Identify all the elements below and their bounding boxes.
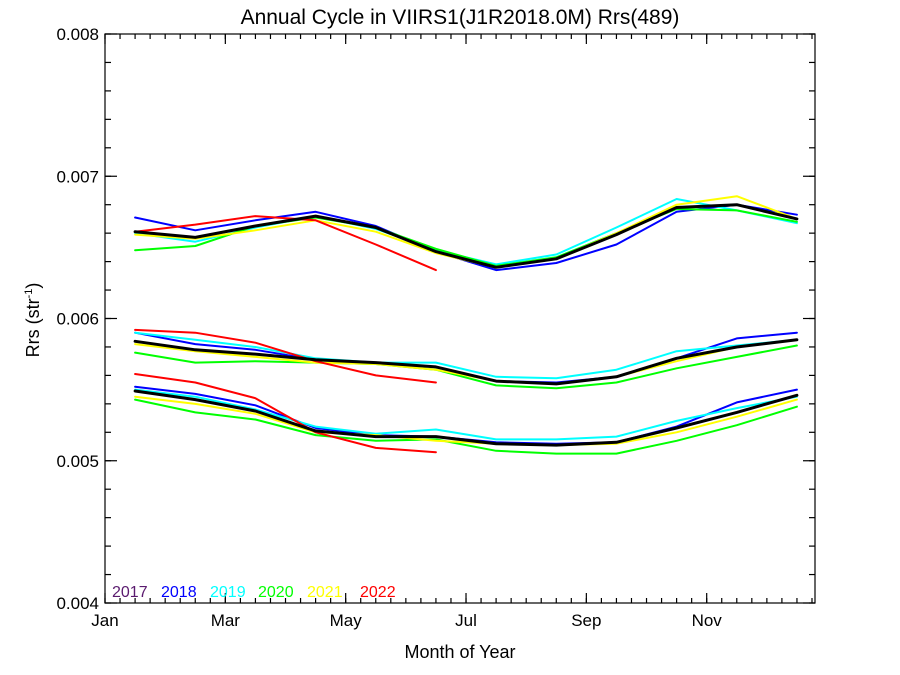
ticks-layer: Jan Mar May Jul Sep Nov 0.004 0.005 0.006 0.007 0.… <box>56 25 815 630</box>
y-axis-label-sup: -1 <box>23 289 35 299</box>
legend-label-2022: 2022 <box>360 584 396 601</box>
y-tick-label: 0.005 <box>56 452 99 471</box>
y-axis-label-main: Rrs (str <box>23 298 43 357</box>
x-tick-label: Nov <box>692 611 723 630</box>
y-tick-label: 0.006 <box>56 310 99 329</box>
legend-label-2020: 2020 <box>258 584 294 601</box>
chart-title: Annual Cycle in VIIRS1(J1R2018.0M) Rrs(4… <box>241 6 680 29</box>
series-line-middle-mean <box>133 338 799 386</box>
series-line-lower-2019 <box>134 388 798 441</box>
series-line-middle-2019 <box>134 331 798 380</box>
legend-label-2021: 2021 <box>307 584 343 601</box>
series-line-lower-mean <box>133 389 799 447</box>
series-line-middle-2020 <box>134 344 798 390</box>
x-tick-label: Mar <box>211 611 241 630</box>
x-tick-label: Jul <box>455 611 477 630</box>
x-axis-label: Month of Year <box>404 642 515 662</box>
legend-label-2019: 2019 <box>210 584 246 601</box>
series-layer <box>133 195 799 455</box>
series-line-lower-2021 <box>134 395 798 447</box>
legend-label-2018: 2018 <box>161 584 197 601</box>
x-tick-label: Jan <box>91 611 118 630</box>
x-tick-label: Sep <box>571 611 601 630</box>
y-axis-label-end: ) <box>23 283 43 289</box>
series-line-lower-2020 <box>134 398 798 455</box>
y-axis-label: Rrs (str-1) <box>23 283 43 358</box>
legend: 2017 2018 2019 2020 2021 2022 <box>112 584 396 601</box>
legend-label-2017: 2017 <box>112 584 148 601</box>
series-line-upper-2020 <box>134 208 798 267</box>
y-tick-label: 0.008 <box>56 25 99 44</box>
series-line-upper-mean <box>133 203 799 269</box>
plot-frame <box>104 33 816 604</box>
x-tick-label: May <box>330 611 363 630</box>
y-tick-label: 0.007 <box>56 167 99 186</box>
series-line-lower-2022 <box>134 373 437 454</box>
series-line-middle-2022 <box>134 328 437 384</box>
series-line-upper-2022 <box>134 215 437 272</box>
y-tick-label: 0.004 <box>56 594 99 613</box>
